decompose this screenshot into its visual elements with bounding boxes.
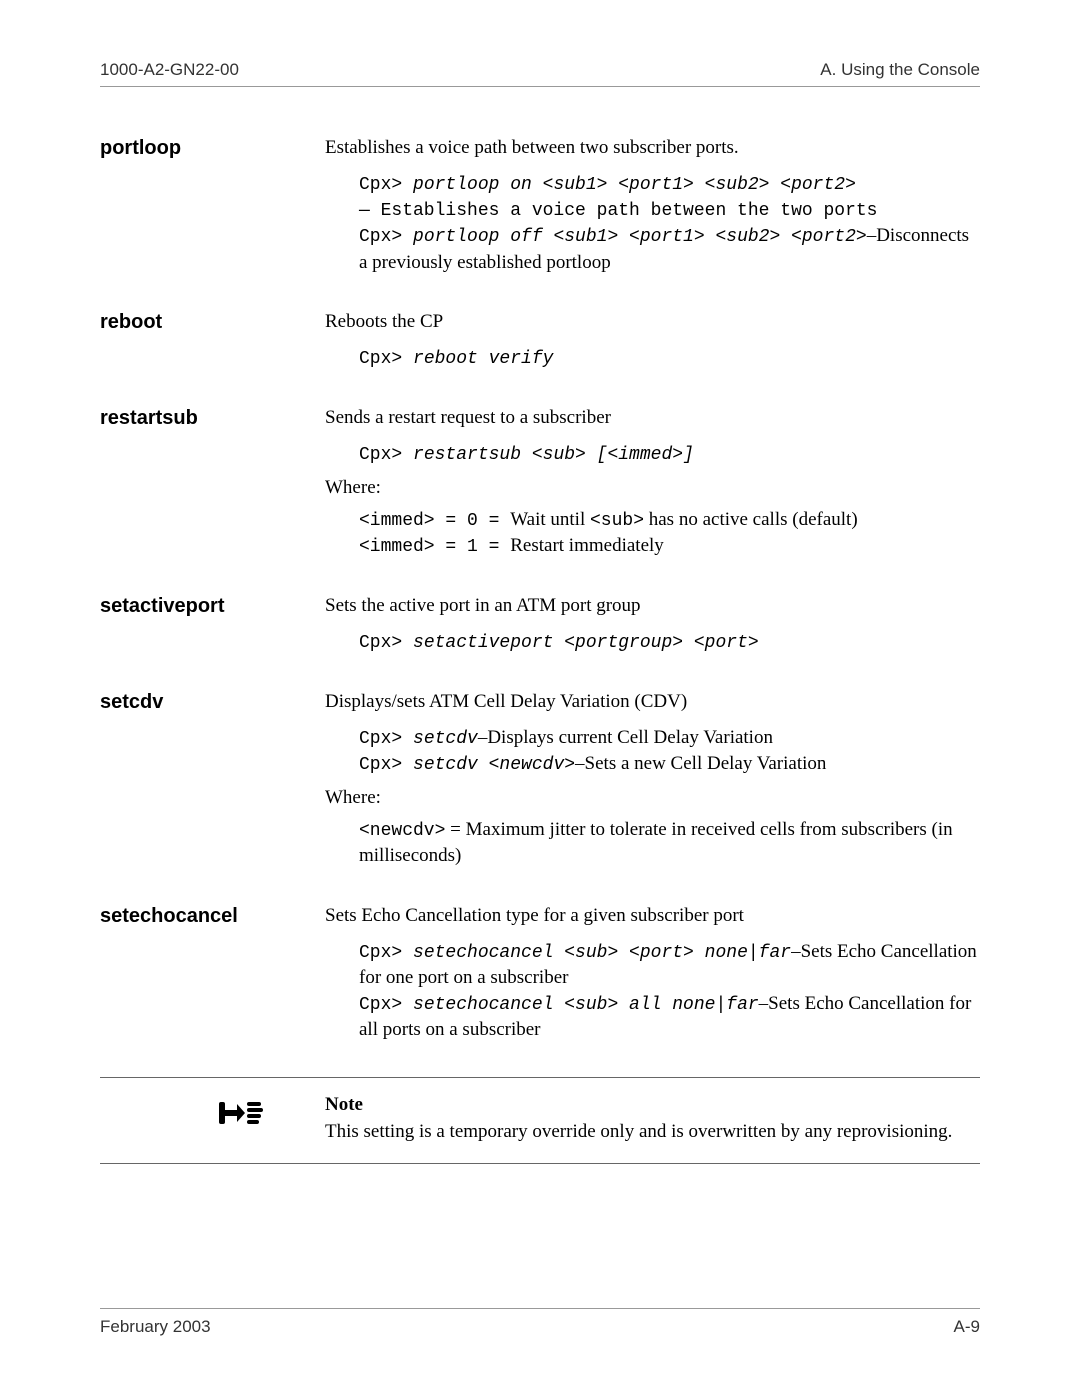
command-line: Cpx> setechocancel <sub> <port> none|far… [325,939,980,1043]
cmd-code: restartsub <sub> [<immed>] [413,445,694,465]
cmd-code: — Establishes a voice path between the t… [359,201,877,221]
cmd-code: portloop off <sub1> <port1> <sub2> <port… [413,227,867,247]
cmd-prefix: Cpx> [359,227,413,247]
note-icon-cell [100,1092,325,1145]
command-setactiveport: setactiveport Sets the active port in an… [100,593,980,661]
note-hand-icon [219,1096,265,1130]
where-desc: Wait until [510,509,590,530]
command-restartsub: restartsub Sends a restart request to a … [100,405,980,565]
command-name: setactiveport [100,593,325,661]
footer-date: February 2003 [100,1317,211,1337]
command-summary: Establishes a voice path between two sub… [325,135,980,161]
where-desc: = Maximum jitter to tolerate in received… [359,819,953,866]
note-block: Note This setting is a temporary overrid… [100,1077,980,1164]
where-label: Where: [325,475,980,501]
command-summary: Sends a restart request to a subscriber [325,405,980,431]
command-summary: Sets Echo Cancellation type for a given … [325,903,980,929]
command-line: Cpx> setcdv–Displays current Cell Delay … [325,725,980,778]
command-setechocancel: setechocancel Sets Echo Cancellation typ… [100,903,980,1049]
cmd-tail: –Displays current Cell Delay Variation [478,727,773,748]
cmd-code: setcdv [413,729,478,749]
cmd-code: portloop on <sub1> <port1> <sub2> <port2… [413,175,856,195]
cmd-prefix: Cpx> [359,349,413,369]
command-setcdv: setcdv Displays/sets ATM Cell Delay Vari… [100,689,980,875]
cmd-code: setechocancel <sub> all none|far [413,995,759,1015]
where-line: <immed> = 0 = Wait until <sub> has no ac… [325,507,980,560]
command-body: Sets Echo Cancellation type for a given … [325,903,980,1049]
commands-list: portloop Establishes a voice path betwee… [100,135,980,1164]
command-body: Sets the active port in an ATM port grou… [325,593,980,661]
command-body: Displays/sets ATM Cell Delay Variation (… [325,689,980,875]
cmd-prefix: Cpx> [359,729,413,749]
cmd-code: setcdv <newcdv> [413,755,575,775]
command-name: portloop [100,135,325,281]
command-name: setechocancel [100,903,325,1049]
note-body: This setting is a temporary override onl… [325,1119,980,1145]
where-label: Where: [325,785,980,811]
command-body: Reboots the CP Cpx> reboot verify [325,309,980,377]
where-var2: <sub> [590,511,644,531]
command-summary: Sets the active port in an ATM port grou… [325,593,980,619]
cmd-prefix: Cpx> [359,633,413,653]
header-section: A. Using the Console [820,60,980,80]
command-name: restartsub [100,405,325,565]
command-body: Sends a restart request to a subscriber … [325,405,980,565]
command-portloop: portloop Establishes a voice path betwee… [100,135,980,281]
cmd-prefix: Cpx> [359,943,413,963]
cmd-prefix: Cpx> [359,995,413,1015]
header-doc-id: 1000-A2-GN22-00 [100,60,239,80]
cmd-tail: –Sets a new Cell Delay Variation [575,753,826,774]
command-line: Cpx> restartsub <sub> [<immed>] [325,441,980,467]
where-line: <newcdv> = Maximum jitter to tolerate in… [325,817,980,869]
where-var: <immed> = 0 = [359,511,510,531]
cmd-prefix: Cpx> [359,175,413,195]
footer-page: A-9 [954,1317,980,1337]
cmd-prefix: Cpx> [359,755,413,775]
where-desc2: has no active calls (default) [644,509,858,530]
note-title: Note [325,1092,980,1118]
cmd-code: setactiveport <portgroup> <port> [413,633,759,653]
page-footer: February 2003 A-9 [100,1308,980,1337]
command-name: reboot [100,309,325,377]
where-var: <newcdv> [359,821,445,841]
command-line: Cpx> portloop on <sub1> <port1> <sub2> <… [325,171,980,276]
command-summary: Displays/sets ATM Cell Delay Variation (… [325,689,980,715]
note-text: Note This setting is a temporary overrid… [325,1092,980,1145]
command-line: Cpx> setactiveport <portgroup> <port> [325,629,980,655]
command-line: Cpx> reboot verify [325,345,980,371]
command-name: setcdv [100,689,325,875]
cmd-code: reboot verify [413,349,553,369]
command-body: Establishes a voice path between two sub… [325,135,980,281]
where-var: <immed> = 1 = [359,537,510,557]
page-header: 1000-A2-GN22-00 A. Using the Console [100,60,980,87]
where-desc: Restart immediately [510,535,664,556]
command-summary: Reboots the CP [325,309,980,335]
command-reboot: reboot Reboots the CP Cpx> reboot verify [100,309,980,377]
cmd-prefix: Cpx> [359,445,413,465]
cmd-code: setechocancel <sub> <port> none|far [413,943,791,963]
